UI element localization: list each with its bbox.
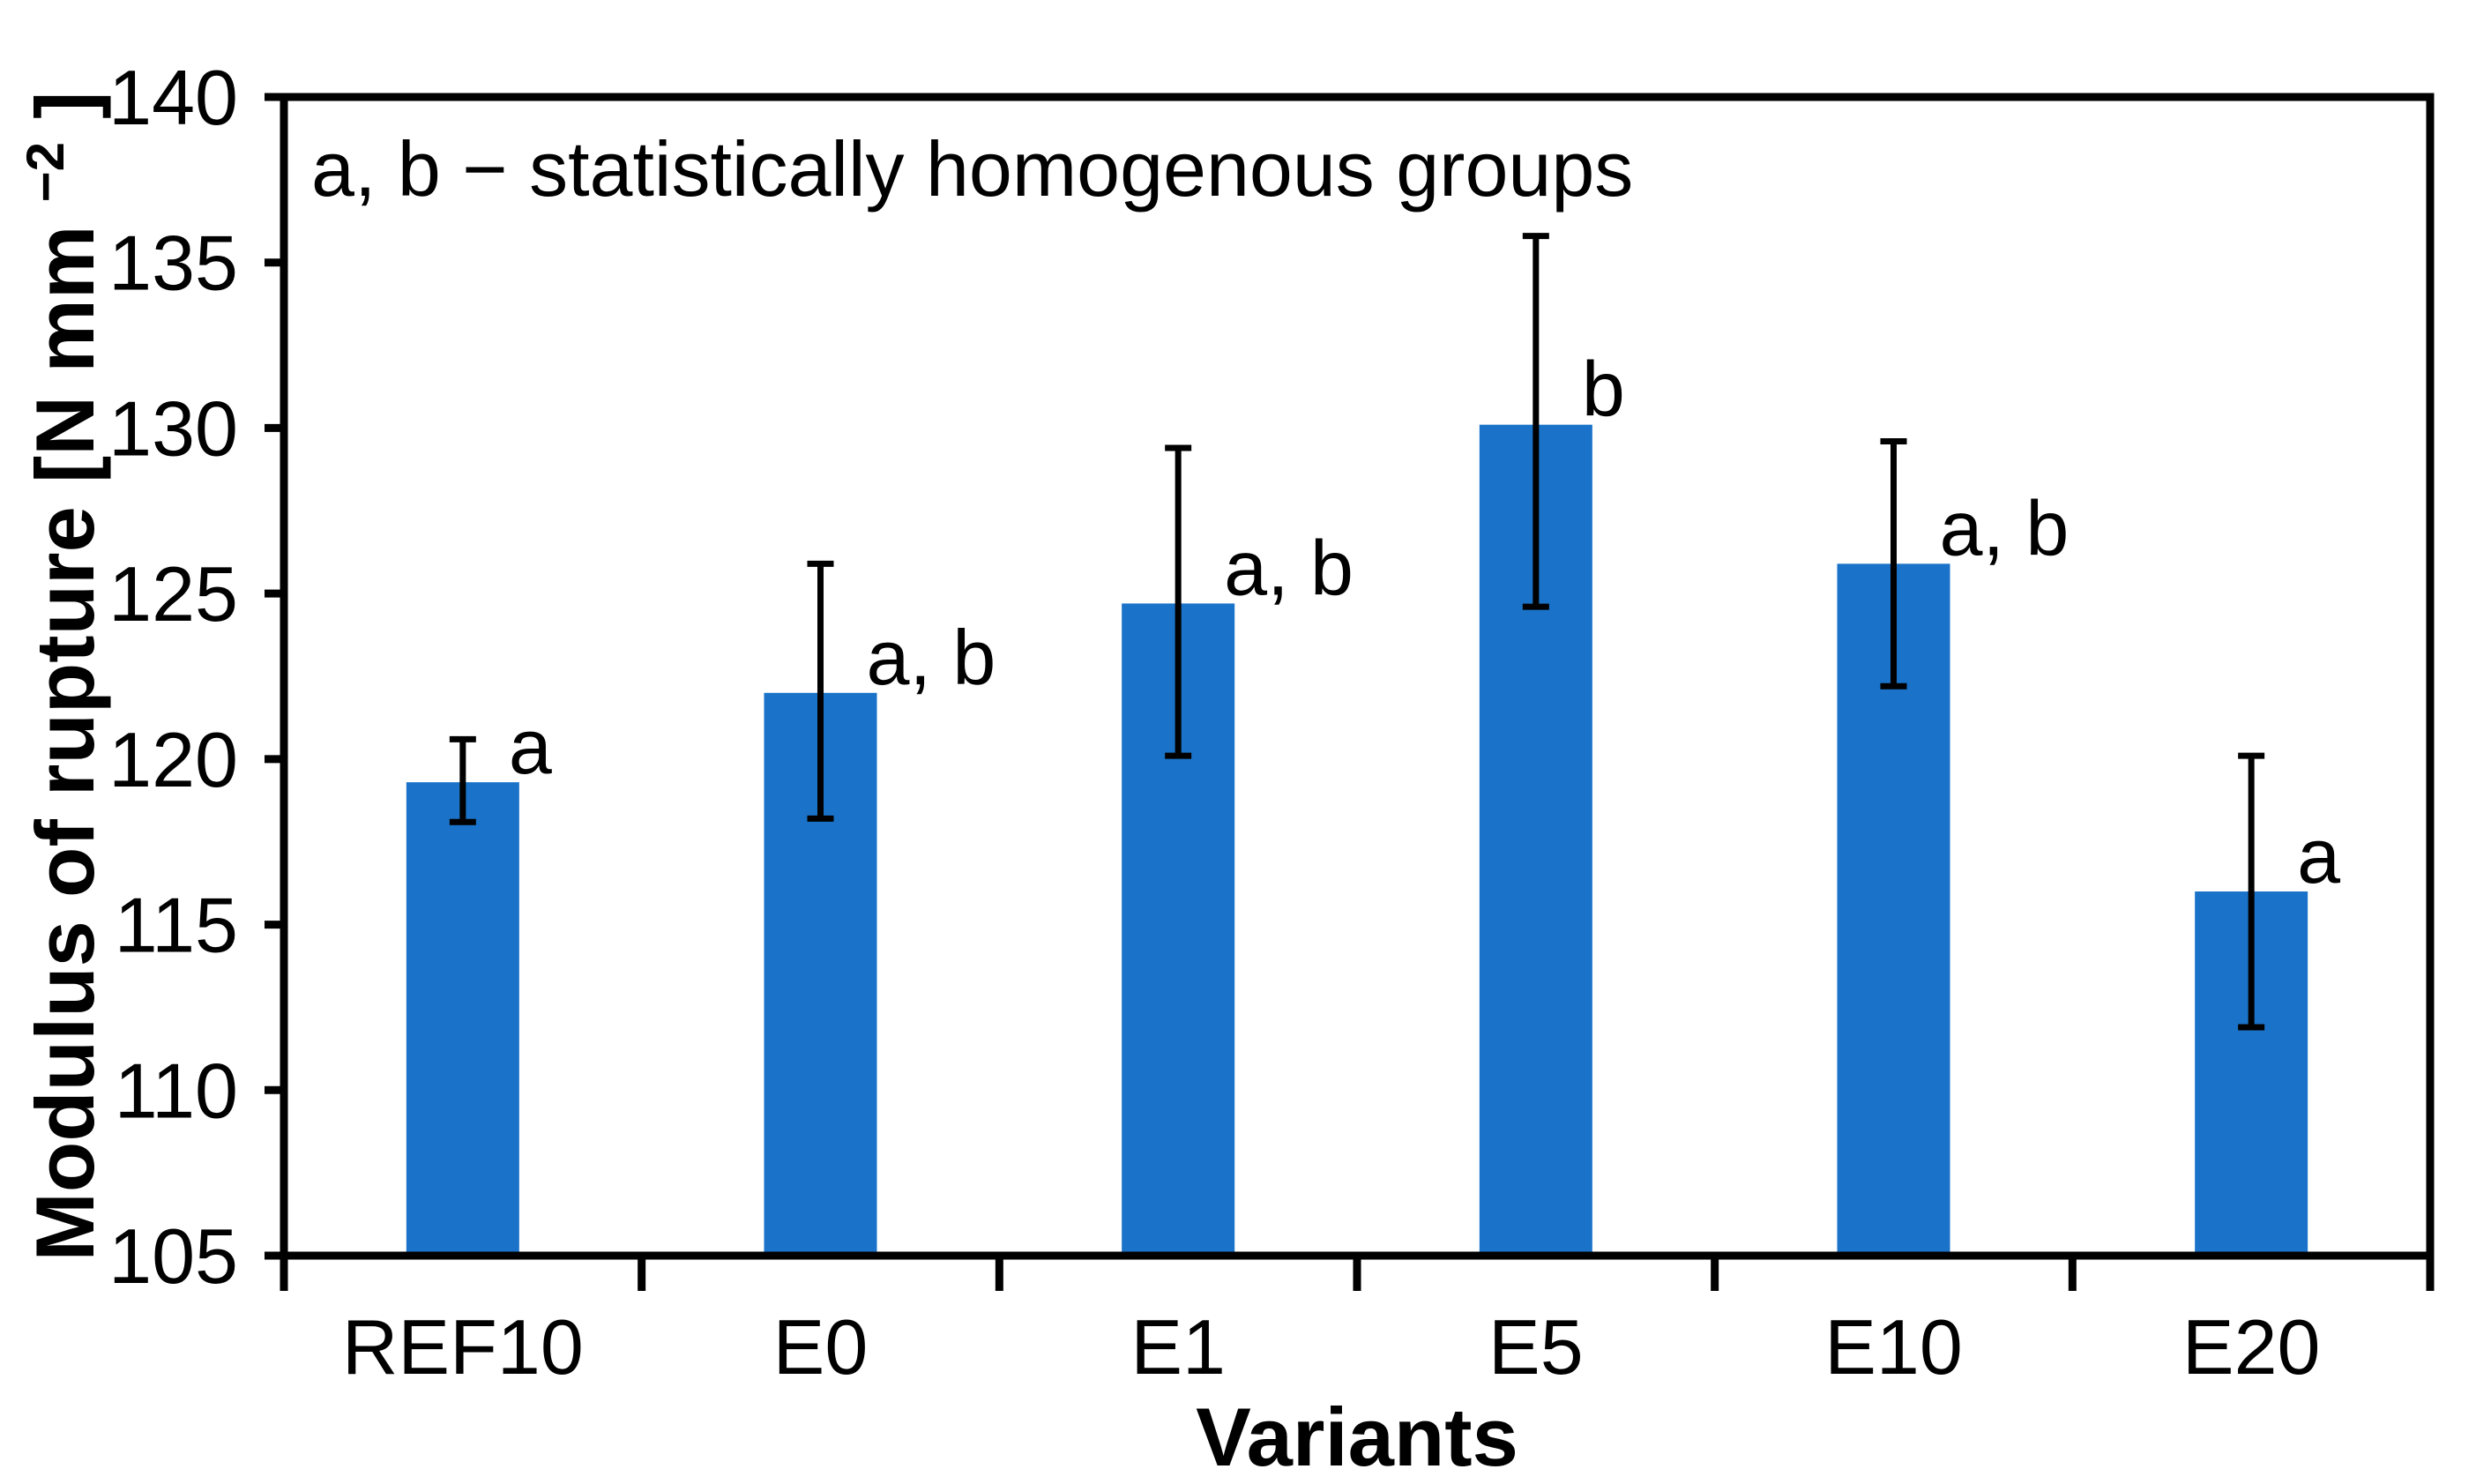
y-axis-title-main: Modulus of rupture [N mm <box>19 226 111 1262</box>
x-tick-label-REF10: REF10 <box>342 1303 584 1391</box>
y-tick-label: 140 <box>108 54 238 141</box>
y-tick-label: 130 <box>108 384 238 472</box>
x-tick-label-E1: E1 <box>1130 1303 1226 1391</box>
plot-frame <box>280 93 2435 1260</box>
plot-area: 105 110 115 120 125 130 135 140 a REF10 a, b E0 a, b… <box>108 54 2435 1391</box>
group-label-E0: a, b <box>867 614 996 701</box>
bar-REF10 <box>406 782 519 1256</box>
x-axis-title: Variants <box>1196 1391 1518 1480</box>
y-tick-label: 105 <box>108 1212 238 1300</box>
annotation-text: a, b − statistically homogenous groups <box>311 125 1633 213</box>
group-label-E20: a <box>2297 812 2340 899</box>
y-tick-label: 120 <box>108 716 238 803</box>
x-tick-label-E20: E20 <box>2182 1303 2321 1391</box>
group-label-E5: b <box>1582 346 1625 433</box>
y-axis-title-text: Modulus of rupture [N mm −2 ] <box>0 92 111 1262</box>
x-tick-label-E5: E5 <box>1488 1303 1584 1391</box>
y-tick-label: 135 <box>108 220 238 307</box>
y-tick-label: 125 <box>108 550 238 638</box>
x-tick-label-E0: E0 <box>773 1303 869 1391</box>
group-label-E1: a, b <box>1224 524 1354 611</box>
group-label-REF10: a <box>509 703 552 790</box>
y-axis-title-close: ] <box>19 92 111 119</box>
y-axis-title: Modulus of rupture [N mm −2 ] <box>0 92 111 1262</box>
y-axis-title-sup: −2 <box>16 142 75 202</box>
y-tick-label: 110 <box>115 1047 238 1134</box>
x-tick-label-E10: E10 <box>1824 1303 1963 1391</box>
y-tick-label: 115 <box>115 882 238 969</box>
group-label-E10: a, b <box>1940 484 2070 571</box>
